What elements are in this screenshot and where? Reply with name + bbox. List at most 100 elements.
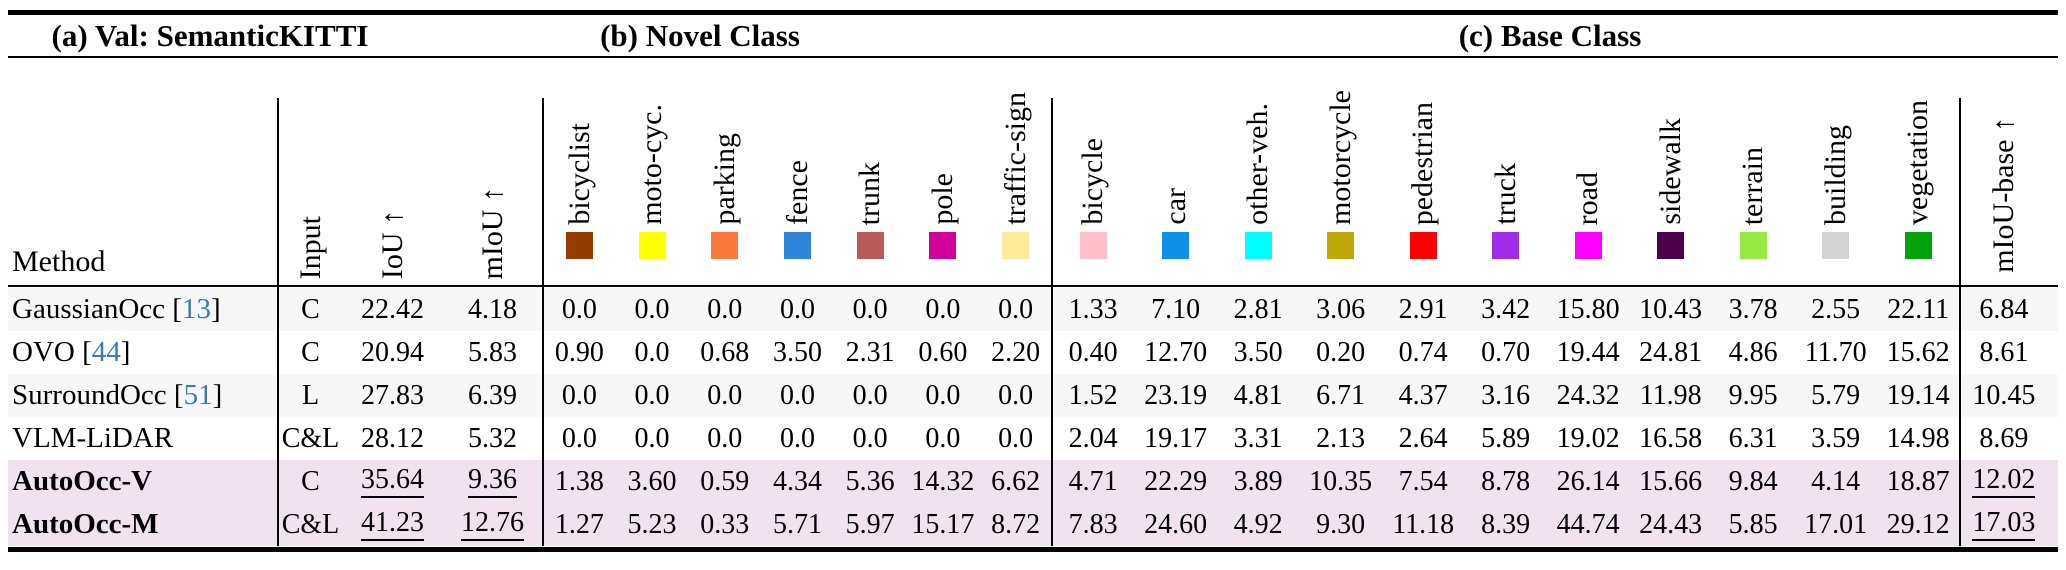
- base-class-value-cell: 11.70: [1804, 336, 1867, 368]
- input-cell: C: [301, 293, 320, 325]
- input-header-label: Input: [293, 215, 327, 279]
- base-class-value-cell: 12.70: [1144, 336, 1208, 368]
- novel-class-value-cell: 0.0: [852, 422, 888, 454]
- table-body: GaussianOcc [13] C 22.42 4.18 0.0 0.0 0.0 0.0 0.…: [8, 288, 2058, 546]
- base-class-value-cell: 24.32: [1556, 379, 1620, 411]
- base-class-value-cell: 0.74: [1398, 336, 1448, 368]
- base-class-value-cell: 3.89: [1233, 465, 1283, 497]
- class-header-cell: traffic-sign: [979, 60, 1052, 285]
- base-class-value-cell: 7.10: [1151, 293, 1201, 325]
- base-class-value-cell: 3.06: [1316, 293, 1366, 325]
- novel-class-value-cell: 2.20: [991, 336, 1041, 368]
- novel-class-value-cell: 3.50: [772, 336, 822, 368]
- novel-class-value-cell: 0.0: [779, 379, 815, 411]
- base-class-value-cell: 2.55: [1811, 293, 1861, 325]
- novel-class-value-cell: 0.0: [634, 379, 670, 411]
- base-class-value-cell: 3.42: [1481, 293, 1531, 325]
- class-header-cell: pole: [907, 60, 980, 285]
- citation-link[interactable]: 13: [181, 293, 211, 325]
- best-value: 17.03: [1972, 508, 2036, 541]
- table-row: OVO [44] C 20.94 5.83 0.90 0.0 0.68 3.50 2.31 0.6…: [8, 331, 2058, 374]
- class-header-cell: building: [1794, 60, 1877, 285]
- novel-class-value-cell: 0.0: [779, 293, 815, 325]
- class-header-label: other-veh.: [1241, 103, 1275, 225]
- novel-class-value-cell: 0.0: [707, 422, 743, 454]
- class-header-cell: parking: [688, 60, 761, 285]
- class-header-label: sidewalk: [1653, 118, 1687, 225]
- class-header-label: moto-cyc.: [635, 104, 669, 225]
- base-class-value-cell: 19.44: [1556, 336, 1620, 368]
- miou-base-cell: 6.84: [1979, 293, 2029, 325]
- novel-class-value-cell: 0.68: [700, 336, 750, 368]
- miou-base-cell: 8.61: [1979, 336, 2029, 368]
- miou-header-cell: mIoU ↑: [442, 60, 543, 285]
- miou-cell: 6.39: [468, 379, 517, 411]
- input-cell: L: [301, 379, 320, 411]
- base-class-value-cell: 1.33: [1068, 293, 1118, 325]
- base-class-value-cell: 15.62: [1886, 336, 1950, 368]
- section-title-novel: (b) Novel Class: [600, 18, 800, 53]
- novel-class-value-cell: 0.33: [700, 508, 750, 540]
- iou-cell: 28.12: [361, 422, 424, 454]
- method-cell: OVO [44]: [12, 336, 131, 368]
- class-header-cell: trunk: [834, 60, 907, 285]
- method-cell: AutoOcc-M: [8, 510, 278, 539]
- base-class-value-cell: 24.60: [1144, 508, 1208, 540]
- class-header-cell: moto-cyc.: [616, 60, 689, 285]
- novel-class-value-cell: 0.60: [918, 336, 968, 368]
- input-cell: C&L: [281, 422, 340, 454]
- novel-class-value-cell: 0.0: [561, 422, 597, 454]
- base-class-value-cell: 2.91: [1398, 293, 1448, 325]
- miou-cell: 5.32: [468, 422, 517, 454]
- base-class-value-cell: 4.81: [1233, 379, 1283, 411]
- base-class-value-cell: 19.17: [1144, 422, 1208, 454]
- novel-class-value-cell: 0.0: [561, 379, 597, 411]
- novel-class-value-cell: 0.0: [998, 379, 1034, 411]
- base-class-value-cell: 5.85: [1728, 508, 1778, 540]
- class-color-swatch: [1492, 232, 1520, 259]
- novel-class-value-cell: 14.32: [911, 465, 975, 497]
- base-class-value-cell: 6.31: [1728, 422, 1778, 454]
- base-class-value-cell: 22.29: [1144, 465, 1208, 497]
- base-class-value-cell: 18.87: [1886, 465, 1950, 497]
- citation-link[interactable]: 51: [183, 379, 213, 411]
- iou-header-cell: IoU ↑: [343, 60, 442, 285]
- divider-metrics: [542, 98, 544, 546]
- class-color-swatch: [1244, 232, 1272, 259]
- class-header-cell: road: [1547, 60, 1630, 285]
- class-header-label: fence: [780, 160, 814, 225]
- section-title-val: (a) Val: SemanticKITTI: [51, 18, 369, 53]
- base-class-value-cell: 14.98: [1886, 422, 1950, 454]
- class-color-swatch: [638, 232, 666, 259]
- novel-class-value-cell: 4.34: [772, 465, 822, 497]
- novel-class-value-cell: 8.72: [991, 508, 1041, 540]
- table-row: GaussianOcc [13] C 22.42 4.18 0.0 0.0 0.0 0.0 0.…: [8, 288, 2058, 331]
- class-color-swatch: [1904, 232, 1932, 259]
- method-cell: SurroundOcc [51]: [12, 379, 223, 411]
- novel-class-value-cell: 0.0: [707, 379, 743, 411]
- class-color-swatch: [1409, 232, 1437, 259]
- table-row: AutoOcc-M C&L 41.23 12.76 1.27 5.23 0.33 5.71 5.…: [8, 503, 2058, 546]
- base-class-value-cell: 15.80: [1556, 293, 1620, 325]
- class-color-swatch: [1657, 232, 1685, 259]
- novel-class-value-cell: 5.97: [845, 508, 895, 540]
- iou-cell: 22.42: [361, 293, 424, 325]
- novel-class-value-cell: 0.0: [852, 293, 888, 325]
- divider-method: [277, 98, 279, 546]
- best-value: 12.76: [461, 508, 524, 541]
- miou-cell: 12.76: [442, 508, 543, 541]
- section-title-base: (c) Base Class: [1458, 18, 1642, 53]
- base-class-value-cell: 2.81: [1233, 293, 1283, 325]
- novel-class-value-cell: 0.0: [998, 422, 1034, 454]
- class-color-swatch: [1327, 232, 1355, 259]
- class-header-label: car: [1158, 188, 1192, 225]
- best-value: 12.02: [1972, 465, 2036, 498]
- class-header-label: trunk: [853, 161, 887, 225]
- base-class-value-cell: 6.71: [1316, 379, 1366, 411]
- base-class-value-cell: 19.02: [1556, 422, 1620, 454]
- header-rule: [8, 285, 2058, 287]
- citation-link[interactable]: 44: [91, 336, 121, 368]
- novel-class-value-cell: 0.0: [634, 336, 670, 368]
- miou-base-header-cell: mIoU-base ↑: [1959, 60, 2048, 285]
- base-class-value-cell: 3.16: [1481, 379, 1531, 411]
